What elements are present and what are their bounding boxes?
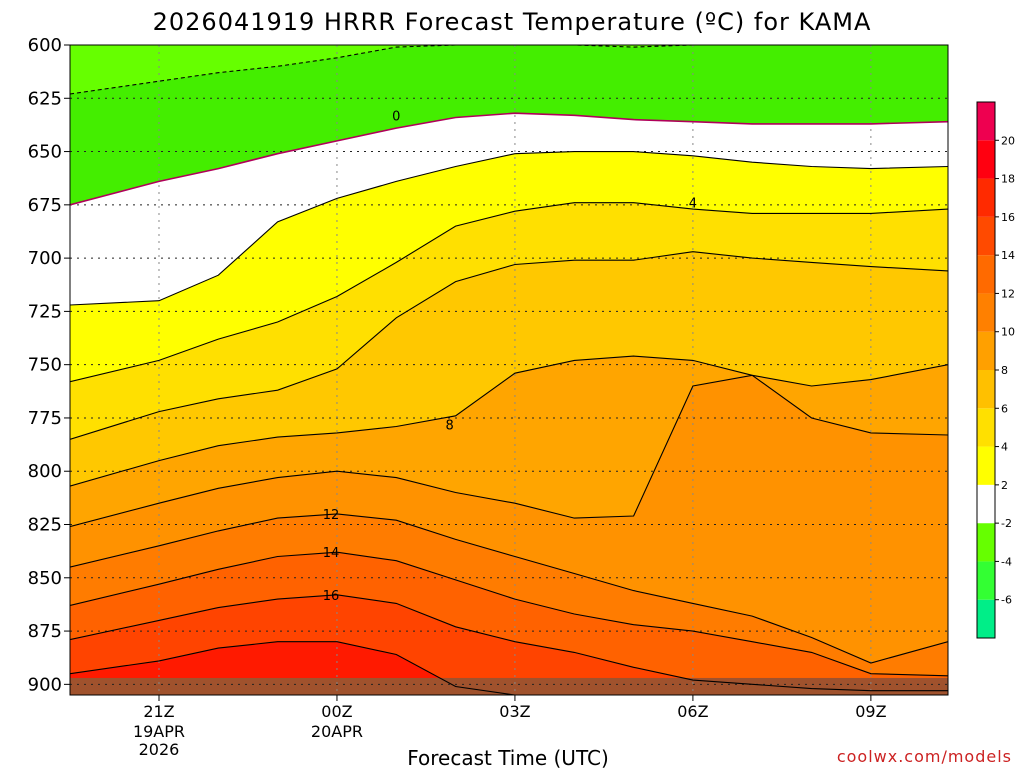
contour-line: [70, 151, 948, 306]
y-tick-label: 900: [28, 674, 62, 695]
colorbar-swatch: [977, 484, 995, 524]
y-tick-label: 675: [28, 195, 62, 216]
x-tick-label: 03Z: [499, 702, 530, 721]
colorbar-tick-label: 6: [1001, 402, 1008, 415]
contour-line: [70, 594, 948, 692]
colorbar-tick-label: 20: [1001, 134, 1015, 147]
colorbar-tick-label: 14: [1001, 249, 1015, 262]
colorbar-swatch: [977, 370, 995, 409]
y-tick-label: 700: [28, 248, 62, 269]
colorbar-swatch: [977, 140, 995, 179]
y-tick-label: 650: [28, 142, 62, 163]
colorbar-swatch: [977, 523, 995, 562]
filled-regions: [70, 45, 948, 695]
contour-line: [70, 251, 948, 440]
colorbar-tick-label: 12: [1001, 287, 1015, 300]
y-tick-label: 775: [28, 408, 62, 429]
colorbar-tick-label: 16: [1001, 211, 1015, 224]
x-tick-label: 21Z: [143, 702, 174, 721]
y-tick-label: 725: [28, 301, 62, 322]
colorbar-swatch: [977, 255, 995, 294]
y-tick-label: 750: [28, 355, 62, 376]
contour-label: 16: [323, 589, 340, 604]
y-tick-label: 825: [28, 515, 62, 536]
contour-lines: [70, 45, 948, 695]
colorbar-tick-label: 18: [1001, 173, 1015, 186]
y-tick-label: 850: [28, 568, 62, 589]
credit-link[interactable]: coolwx.com/models: [837, 747, 1012, 766]
contour-label: 4: [689, 197, 697, 212]
colorbar-tick-label: -4: [1001, 555, 1012, 568]
ground-surface: [70, 677, 948, 695]
y-tick-label: 625: [28, 88, 62, 109]
colorbar-tick-label: 8: [1001, 364, 1008, 377]
colorbar-swatch: [977, 102, 995, 141]
contour-label: 8: [446, 418, 454, 433]
contour-label: 12: [323, 508, 340, 523]
x-tick-label: 06Z: [677, 702, 708, 721]
colorbar-tick-label: 4: [1001, 441, 1008, 454]
contour-label: 0: [392, 109, 400, 124]
x-tick-year: 2026: [139, 740, 180, 759]
contour-label: 14: [323, 546, 340, 561]
contour-line: [70, 641, 948, 695]
colorbar-swatch: [977, 178, 995, 217]
contour-line: [70, 45, 948, 95]
contour-line: [70, 374, 948, 528]
colorbar-legend: -6 -4 -2 2 4 6 8 10 12 14 16 18 20: [976, 101, 1015, 639]
plot-frame: [69, 44, 949, 696]
colorbar-tick-label: 10: [1001, 326, 1015, 339]
y-axis: 600 625 650 675 700 725 750 775 800 825 850 875 900: [28, 35, 70, 695]
contour-line: [70, 112, 948, 206]
chart-title: 2026041919 HRRR Forecast Temperature (ºC…: [153, 8, 872, 36]
colorbar-swatch: [977, 216, 995, 256]
x-axis-label: Forecast Time (UTC): [407, 746, 609, 768]
x-tick-date: 19APR: [133, 722, 185, 741]
contour-line: [70, 513, 948, 664]
y-tick-label: 600: [28, 35, 62, 56]
contour-line: [70, 551, 948, 677]
colorbar-tick-label: -2: [1001, 517, 1012, 530]
colorbar-swatch: [977, 599, 995, 638]
y-tick-label: 800: [28, 461, 62, 482]
colorbar-swatch: [977, 561, 995, 600]
colorbar-tick-label: -6: [1001, 594, 1012, 607]
x-axis: 21Z19APR202600Z20APR03Z06Z09Z12Z: [133, 695, 887, 759]
plot-area: 0 4 8 12 14 16 600 625 650 675 700 725 750 775 800 825 8…: [28, 35, 949, 759]
contour-line: [70, 202, 948, 383]
contour-line: [70, 355, 948, 487]
colorbar-swatch: [977, 446, 995, 485]
x-tick-label: 00Z: [321, 702, 352, 721]
colorbar-tick-label: 2: [1001, 479, 1008, 492]
x-tick-label: 09Z: [855, 702, 886, 721]
colorbar-swatch: [977, 331, 995, 370]
colorbar-swatch: [977, 408, 995, 447]
colorbar-swatch: [977, 293, 995, 332]
x-tick-date: 20APR: [311, 722, 363, 741]
y-tick-label: 875: [28, 621, 62, 642]
